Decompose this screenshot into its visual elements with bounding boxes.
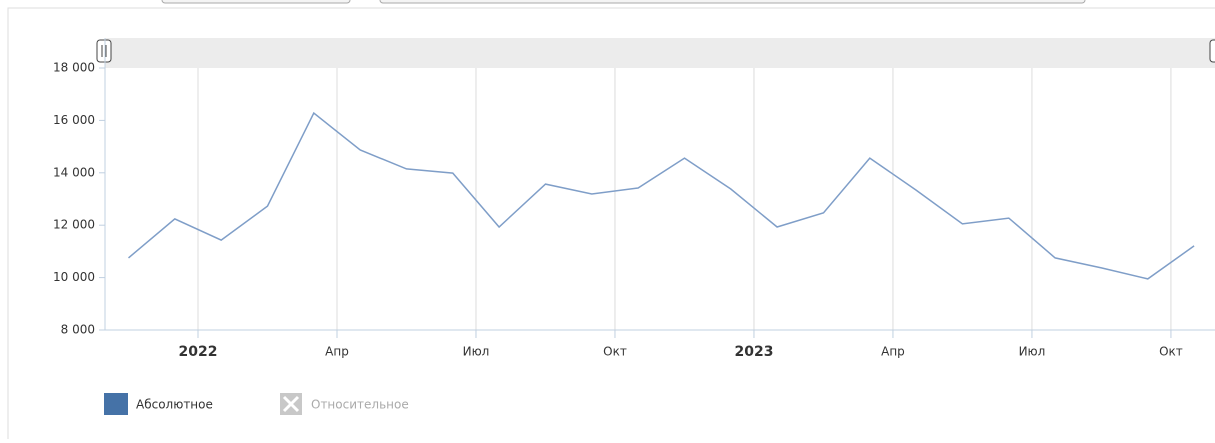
y-tick-label: 12 000: [53, 218, 95, 232]
navigator-handle[interactable]: [1209, 39, 1215, 63]
x-tick-label: Окт: [603, 345, 627, 359]
x-tick-label: 2023: [734, 344, 773, 360]
x-tick-label: Апр: [325, 345, 349, 359]
y-tick-label: 14 000: [53, 165, 95, 179]
toolbar-button[interactable]: [161, 0, 351, 4]
legend-cross: [282, 395, 300, 413]
legend-label-disabled[interactable]: Относительное: [311, 398, 409, 412]
legend-swatch[interactable]: [104, 393, 128, 415]
x-tick-label: 2022: [179, 344, 218, 360]
x-tick-label: Окт: [1159, 345, 1183, 359]
y-tick-label: 16 000: [53, 113, 95, 127]
navigator[interactable]: [105, 38, 1215, 68]
panel-border: [7, 7, 1215, 443]
x-tick-label: Апр: [881, 345, 905, 359]
toolbar-button[interactable]: [379, 0, 1086, 4]
y-tick-label: 18 000: [53, 61, 95, 75]
y-tick-label: 8 000: [61, 323, 95, 337]
x-tick-label: Июл: [1019, 345, 1046, 359]
navigator-handle[interactable]: [96, 39, 112, 63]
y-tick-label: 10 000: [53, 270, 95, 284]
legend-label[interactable]: Абсолютное: [136, 398, 213, 412]
data-line: [128, 111, 1195, 280]
x-tick-label: Июл: [463, 345, 490, 359]
